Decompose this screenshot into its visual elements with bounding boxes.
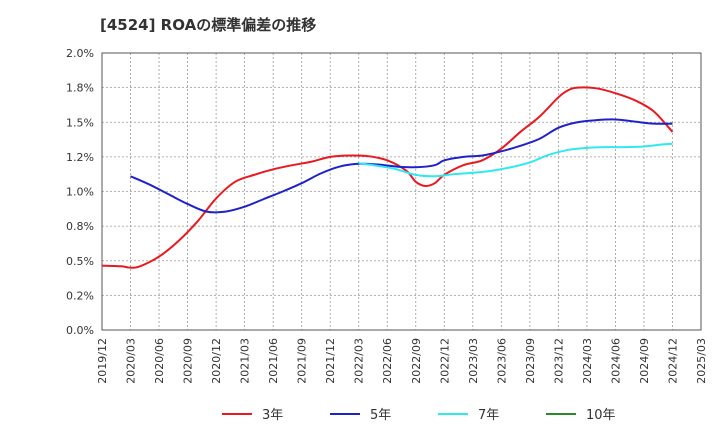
x-tick-label: 2025/03: [695, 338, 708, 384]
x-tick-label: 2020/09: [182, 338, 195, 384]
y-tick-label: 0.0%: [66, 324, 94, 337]
grid: [101, 52, 702, 331]
y-tick-label: 0.5%: [66, 255, 94, 268]
x-tick-label: 2023/03: [467, 338, 480, 384]
series-line-0: [101, 86, 674, 269]
series-line-1: [130, 118, 673, 214]
x-tick-label: 2024/12: [666, 338, 679, 384]
chart-title: [4524] ROAの標準偏差の推移: [100, 16, 317, 34]
x-tick-label: 2022/06: [381, 338, 394, 384]
x-tick-label: 2021/12: [324, 338, 337, 384]
y-tick-label: 1.5%: [66, 116, 94, 129]
x-tick-label: 2020/03: [125, 338, 138, 384]
legend-label-1: 5年: [370, 408, 391, 423]
x-tick-label: 2019/12: [96, 338, 109, 384]
x-tick-label: 2023/09: [524, 338, 537, 384]
y-tick-label: 1.0%: [66, 186, 94, 199]
y-tick-label: 1.2%: [66, 151, 94, 164]
x-tick-label: 2020/12: [210, 338, 223, 384]
x-tick-label: 2021/09: [296, 338, 309, 384]
series-line-2: [358, 142, 673, 178]
x-tick-label: 2024/06: [609, 338, 622, 384]
legend: 3年 5年 7年 10年: [222, 408, 616, 423]
y-tick-label: 2.0%: [66, 47, 94, 60]
plot-frame: [101, 52, 702, 331]
legend-label-3: 10年: [586, 408, 616, 423]
x-tick-label: 2022/12: [438, 338, 451, 384]
y-tick-label: 0.2%: [66, 289, 94, 302]
x-tick-label: 2024/03: [581, 338, 594, 384]
x-tick-label: 2021/06: [267, 338, 280, 384]
x-tick-label: 2022/03: [353, 338, 366, 384]
x-tick-label: 2023/06: [495, 338, 508, 384]
x-tick-label: 2024/09: [638, 338, 651, 384]
legend-label-2: 7年: [478, 408, 499, 423]
y-tick-label: 1.8%: [66, 82, 94, 95]
y-tick-label: 0.8%: [66, 220, 94, 233]
x-tick-label: 2022/09: [410, 338, 423, 384]
axes: 2019/12 2020/03 2020/06 2020/09 2020/12 2021/…: [66, 47, 708, 384]
x-tick-label: 2021/03: [239, 338, 252, 384]
x-tick-label: 2023/12: [552, 338, 565, 384]
series-lines: [101, 86, 674, 269]
x-tick-label: 2020/06: [153, 338, 166, 384]
legend-label-0: 3年: [262, 408, 283, 423]
